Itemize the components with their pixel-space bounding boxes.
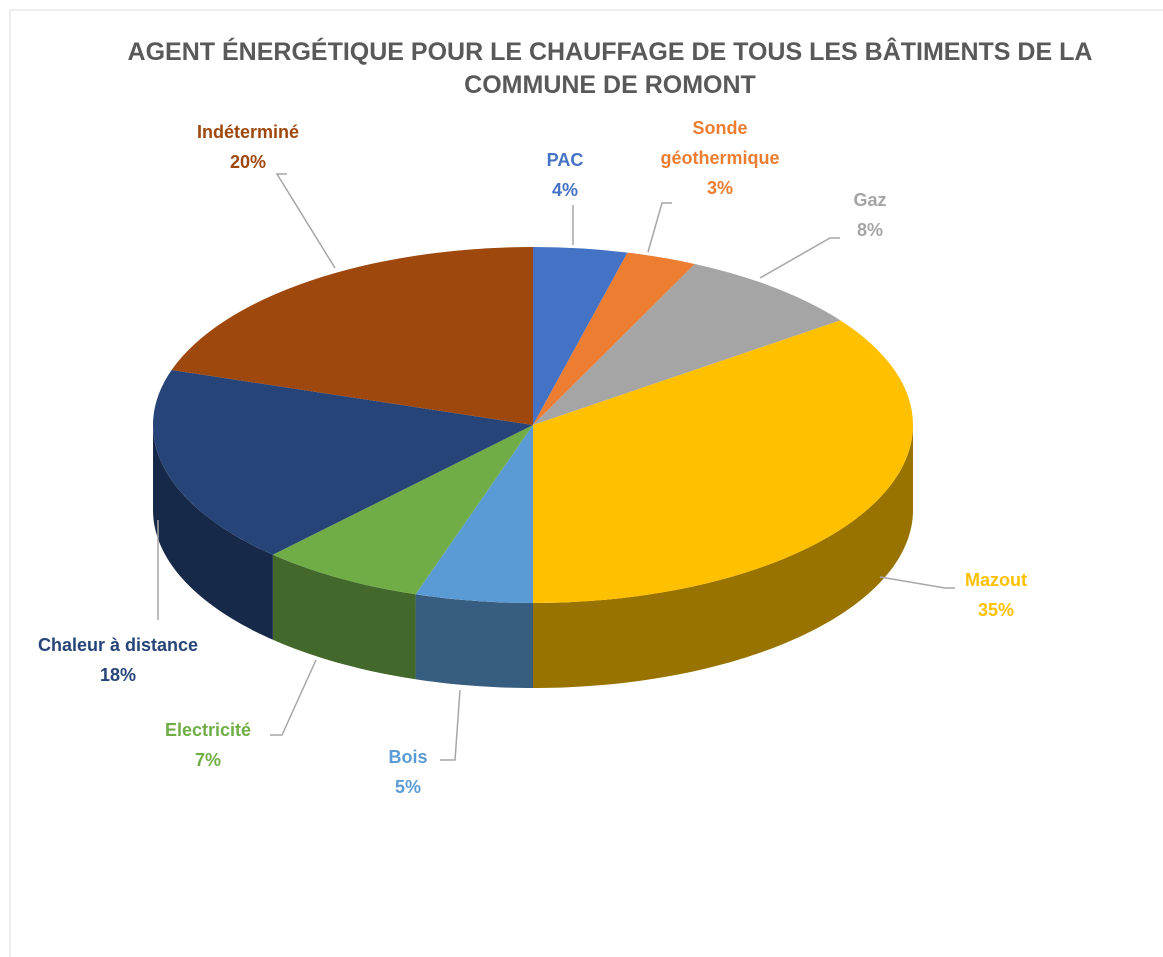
slice-value-label: 20% <box>229 152 267 172</box>
slice <box>272 425 533 595</box>
leader-line <box>759 237 840 279</box>
slice-side <box>533 425 913 688</box>
slice-label: Bois <box>388 747 428 767</box>
slice-label: Sonde géothermique <box>660 118 780 168</box>
leader-line <box>440 689 461 761</box>
slice-side <box>153 425 273 640</box>
slice-side <box>272 554 416 680</box>
slice <box>171 247 534 425</box>
slice-side <box>415 594 533 688</box>
chart-title: AGENT ÉNERGÉTIQUE POUR LE CHAUFFAGE DE T… <box>127 38 1093 99</box>
slice <box>533 263 841 425</box>
slice-value-label: 18% <box>99 665 137 685</box>
slice-label: PAC <box>546 150 584 170</box>
slice <box>533 252 695 425</box>
chart-border <box>9 9 1163 957</box>
slice-value-label: 7% <box>194 750 221 770</box>
slice-value-label: 8% <box>856 220 883 240</box>
leader-line <box>879 576 955 589</box>
slice-value-label: 4% <box>551 180 578 200</box>
slice-label: Indéterminé <box>196 122 300 142</box>
slice-label: Chaleur à distance <box>37 635 199 655</box>
leader-line <box>275 173 336 269</box>
slice-value-label: 3% <box>706 178 733 198</box>
slice <box>415 425 533 603</box>
slice <box>153 369 534 555</box>
slice-value-label: 5% <box>394 777 421 797</box>
slice <box>533 247 628 425</box>
leader-line <box>647 202 672 253</box>
slice-label: Gaz <box>853 190 887 210</box>
slice-label: Electricité <box>164 720 252 740</box>
slice-value-label: 35% <box>977 600 1015 620</box>
leader-line <box>270 659 317 736</box>
slice <box>533 320 914 603</box>
slice-label: Mazout <box>965 570 1027 590</box>
